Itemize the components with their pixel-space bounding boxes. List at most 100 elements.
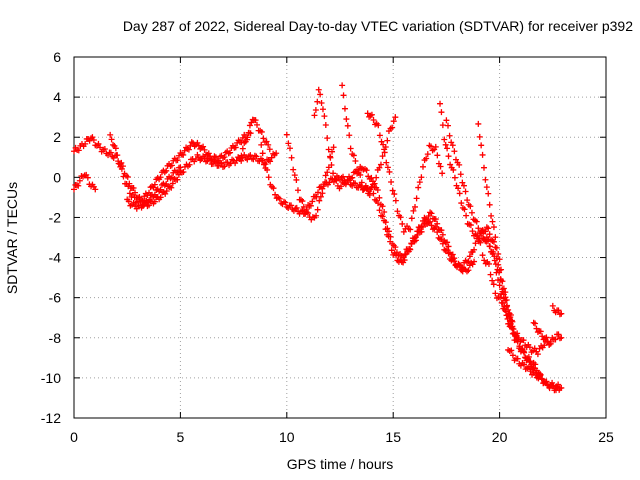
data-point [503, 297, 510, 304]
data-point [509, 330, 516, 337]
data-point [286, 145, 293, 152]
data-point [130, 184, 137, 191]
data-point [534, 351, 541, 358]
data-point [555, 307, 562, 314]
data-point [330, 170, 337, 177]
data-point [412, 203, 419, 210]
data-point [358, 179, 365, 186]
data-point [516, 345, 523, 352]
data-point [215, 157, 222, 164]
data-point [238, 152, 245, 159]
data-point [375, 122, 382, 129]
series-track-j [364, 110, 446, 235]
data-point [157, 186, 164, 193]
data-point [368, 111, 375, 118]
data-point [168, 162, 175, 169]
data-point [388, 247, 395, 254]
data-point [386, 168, 393, 175]
data-point [446, 132, 453, 139]
data-point [496, 282, 503, 289]
data-point [503, 312, 510, 319]
data-point [324, 135, 331, 142]
data-point [439, 170, 446, 177]
data-point [244, 156, 251, 163]
data-point [499, 278, 506, 285]
data-point [441, 136, 448, 143]
data-point [250, 156, 257, 163]
axis-ticks [73, 56, 607, 419]
x-tick-label: 15 [385, 429, 401, 445]
data-point [245, 129, 252, 136]
data-point [185, 146, 192, 153]
data-point [82, 140, 89, 147]
data-point [530, 319, 537, 326]
data-point [482, 176, 489, 183]
data-point [379, 213, 386, 220]
data-point [543, 378, 550, 385]
data-point [432, 143, 439, 150]
data-point [477, 239, 484, 246]
data-point [266, 146, 273, 153]
data-point [299, 198, 306, 205]
data-point [552, 336, 559, 343]
data-point [451, 148, 458, 155]
data-point [71, 186, 77, 193]
data-point [319, 106, 326, 113]
data-point [329, 148, 336, 155]
data-point [95, 140, 102, 147]
data-point [241, 139, 248, 146]
data-point [282, 199, 289, 206]
data-point [413, 195, 420, 202]
y-tick-label: -2 [49, 209, 62, 225]
data-point [180, 169, 187, 176]
data-point [509, 318, 516, 325]
data-point [151, 198, 158, 205]
data-point [435, 234, 442, 241]
series-track-o [505, 346, 563, 394]
data-point [394, 208, 401, 215]
data-point [312, 106, 319, 113]
data-point [468, 209, 475, 216]
data-point [370, 117, 377, 124]
data-point [471, 246, 478, 253]
data-point [549, 302, 556, 309]
data-point [205, 150, 212, 157]
data-point [107, 149, 114, 156]
data-point [246, 122, 253, 129]
data-point [558, 310, 565, 317]
data-point [478, 142, 485, 149]
data-point [514, 338, 521, 345]
data-point [399, 220, 406, 227]
data-point [221, 154, 228, 161]
data-point [496, 256, 503, 263]
data-point [328, 161, 335, 168]
data-point [107, 131, 114, 138]
data-point [317, 91, 324, 98]
data-point [392, 244, 399, 251]
data-point [425, 219, 432, 226]
data-point [376, 164, 383, 171]
data-point [238, 157, 245, 164]
data-point [543, 334, 550, 341]
data-point [437, 100, 444, 107]
data-point [259, 150, 266, 157]
data-point [508, 324, 515, 331]
data-point [447, 161, 454, 168]
data-point [443, 117, 450, 124]
data-point [379, 203, 386, 210]
data-point [140, 202, 147, 209]
data-point [508, 347, 515, 354]
data-point [227, 149, 234, 156]
data-point [368, 184, 375, 191]
data-point [498, 299, 505, 306]
data-point [384, 137, 391, 144]
data-point [290, 166, 297, 173]
data-point [455, 185, 462, 192]
data-point [491, 253, 498, 260]
data-point [488, 212, 495, 219]
data-point [466, 253, 473, 260]
y-tick-label: -6 [49, 290, 62, 306]
data-point [521, 349, 528, 356]
data-point [300, 203, 307, 210]
data-point [389, 187, 396, 194]
